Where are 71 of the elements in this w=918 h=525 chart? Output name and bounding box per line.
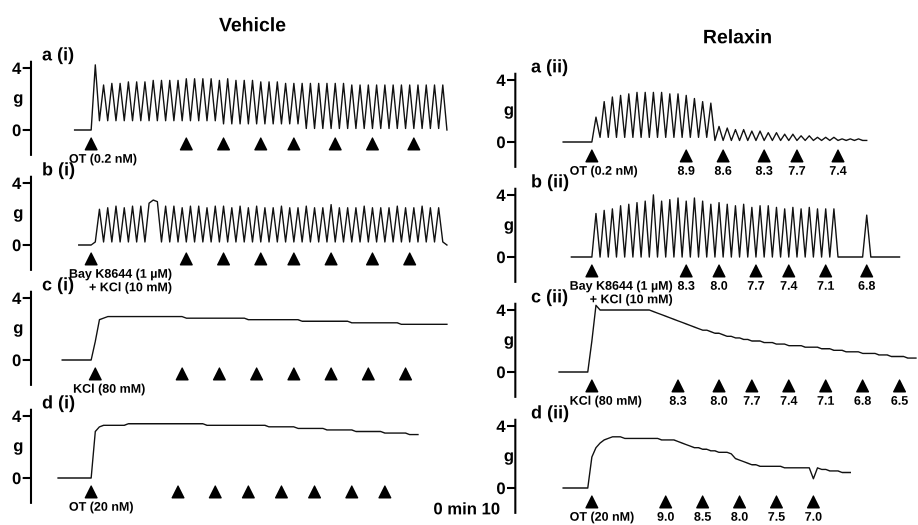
annotation: 6.5	[891, 396, 908, 405]
annotation: 7.0	[805, 512, 822, 521]
annotation: 7.1	[818, 281, 834, 290]
annotation: KCl (80 mM)	[570, 396, 642, 408]
y-tick-label: 4	[496, 74, 506, 86]
line-series	[562, 436, 852, 489]
y-axis-title: g	[14, 324, 22, 337]
y-tick-label: 0	[497, 136, 505, 148]
y-tick-label: 4	[496, 304, 506, 316]
y-axis-title: g	[14, 442, 22, 455]
y-tick-label: 4	[496, 420, 506, 432]
y-axis-title: g	[504, 106, 513, 119]
y-tick-label: 0	[497, 366, 505, 378]
y-tick-label: 0	[12, 472, 21, 484]
y-tick-label: 0	[12, 239, 21, 252]
chart-subtitle: b (i)	[43, 162, 74, 180]
line-series	[62, 316, 448, 361]
y-tick-label: 4	[12, 410, 22, 422]
annotation: OT (20 nM)	[69, 502, 133, 514]
annotation: 7.4	[780, 281, 798, 290]
line-series	[57, 423, 419, 479]
annotation: 8.5	[694, 512, 711, 521]
y-tick-label: 0	[497, 251, 505, 264]
annotation: 8.3	[678, 281, 694, 290]
annotation: 7.4	[780, 396, 798, 405]
y-axis-title: g	[504, 452, 513, 465]
chart-subtitle: c (ii)	[532, 289, 568, 306]
y-axis-title: g	[14, 209, 22, 222]
annotation: 8.3	[756, 166, 772, 175]
chart-title: Vehicle	[219, 17, 286, 32]
chart-subtitle: d (ii)	[532, 405, 568, 422]
y-axis-title: g	[504, 221, 513, 234]
annotation: 6.8	[854, 396, 871, 405]
y-axis-title: g	[14, 94, 22, 107]
annotation: 8.9	[678, 166, 694, 175]
y-tick-label: 0	[12, 124, 21, 136]
y-tick-label: 0	[497, 482, 505, 494]
line-series	[562, 92, 868, 143]
line-series	[570, 194, 900, 258]
annotation: 7.7	[744, 396, 760, 405]
line-series	[558, 304, 917, 373]
annotation: KCl (80 mM)	[74, 384, 145, 396]
chart-subtitle: d (i)	[42, 395, 74, 412]
annotation: 8.0	[710, 396, 728, 405]
annotation: Bay K8644 (1 µM) + KCl (10 mM)	[570, 280, 672, 306]
line-series	[78, 199, 448, 246]
chart-subtitle: a (i)	[42, 47, 74, 64]
chart-subtitle: a (ii)	[532, 59, 568, 76]
y-axis-title: g	[504, 336, 513, 349]
annotation: 8.0	[710, 281, 728, 290]
line-series	[74, 64, 448, 131]
y-tick-label: 4	[12, 178, 22, 190]
chart-subtitle: b (ii)	[532, 174, 568, 192]
annotation: 7.1	[818, 396, 834, 405]
annotation: 7.4	[830, 166, 847, 175]
annotation: OT (20 nM)	[570, 512, 634, 524]
y-tick-label: 4	[12, 62, 22, 74]
annotation: 8.3	[670, 396, 686, 405]
y-tick-label: 4	[12, 292, 22, 304]
annotation: 0 min 10	[434, 502, 500, 514]
annotation: 7.7	[748, 281, 764, 290]
annotation: 7.7	[788, 166, 806, 175]
chart-title: Relaxin	[704, 29, 771, 44]
annotation: 8.0	[731, 512, 748, 521]
annotation: 9.0	[657, 512, 674, 521]
annotation: 7.5	[768, 512, 785, 521]
y-tick-label: 4	[496, 190, 506, 202]
annotation: 8.6	[714, 166, 732, 175]
annotation: OT (0.2 nM)	[570, 166, 638, 178]
y-tick-label: 0	[12, 354, 21, 366]
annotation: 6.8	[858, 281, 876, 290]
